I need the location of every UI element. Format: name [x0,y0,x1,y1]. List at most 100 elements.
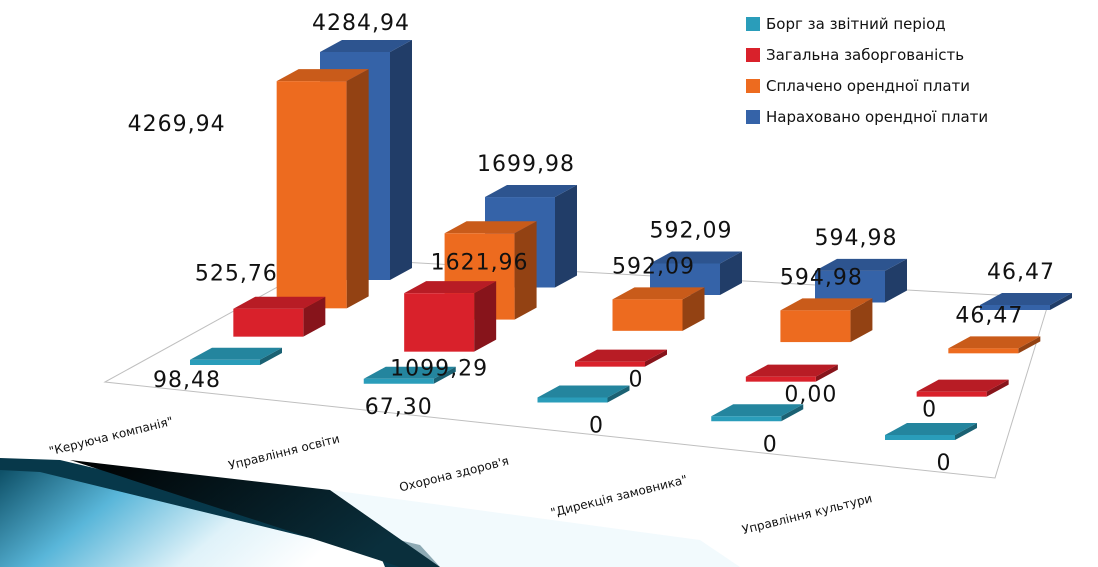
bar-side-face [260,347,282,365]
data-label-layer: 4284,94 1699,98 592,09 594,98 46,47 4269,94 16… [128,11,1055,476]
bar-top-face [537,385,630,398]
bar-борг-за-звітний-період-2 [363,366,456,384]
data-label-сплачено-орендної-плати-3: 592,09 [612,254,695,279]
bar-top-face [745,364,838,377]
legend-item-загальна-заборгованість: Загальна заборгованість [746,39,1091,70]
legend-swatch [746,78,760,93]
bar-top-face [320,40,412,52]
data-label-нараховано-орендної-плати-1: 4284,94 [312,11,410,36]
bar-front-face [404,293,475,352]
category-label-5: Управління культури [741,491,874,537]
legend-swatch [746,109,760,124]
bar-top-face [276,69,369,82]
bar-side-face [555,185,577,288]
bar-top-face [711,404,804,417]
bar-front-face [233,308,304,337]
category-label-2: Управління освіти [227,432,341,473]
bar-top-face [948,336,1041,349]
bar-front-face [780,310,851,343]
bar-сплачено-орендної-плати-3 [612,287,705,331]
bar-side-face [955,423,977,440]
data-label-сплачено-орендної-плати-2: 1621,96 [431,250,529,275]
bar-side-face [645,349,667,367]
bar-top-face [612,287,705,300]
bar-top-face [485,185,577,198]
bar-top-face [363,366,456,379]
bar-нараховано-орендної-плати-5 [980,293,1072,310]
bar-борг-за-звітний-період-5 [885,423,977,440]
data-label-загальна-заборгованість-3: 0 [629,368,644,393]
data-label-борг-за-звітний-період-5: 0 [937,451,952,476]
bar-top-face [190,347,282,360]
chart-floor [103,257,1051,479]
bar-борг-за-звітний-період-4 [711,404,804,422]
bar-side-face [986,379,1009,397]
bar-side-face [433,366,456,384]
bar-top-face [650,251,742,264]
bar-side-face [720,251,742,295]
bar-layer [190,40,1072,440]
legend: Борг за звітний період Загальна заборгова… [746,8,1091,132]
bar-side-face [390,40,412,280]
bar-front-face [948,348,1019,354]
data-label-загальна-заборгованість-5: 0 [922,398,937,423]
bar-top-face [404,281,497,294]
bar-side-face [303,296,326,337]
bar-front-face [815,270,885,303]
data-label-нараховано-орендної-плати-3: 592,09 [650,218,733,243]
category-label-1: "Керуюча компанія" [48,414,175,458]
bar-side-face [346,69,369,309]
legend-swatch [746,16,760,31]
legend-label: Загальна заборгованість [766,45,965,64]
legend-item-сплачено-орендної-плати: Сплачено орендної плати [746,70,1091,101]
bar-side-face [682,287,705,331]
bar-front-face [980,305,1050,310]
bar-загальна-заборгованість-2 [404,281,497,352]
data-label-сплачено-орендної-плати-5: 46,47 [955,303,1023,328]
data-label-сплачено-орендної-плати-1: 4269,94 [128,112,226,137]
data-label-борг-за-звітний-період-1: 98,48 [153,368,221,393]
bar-side-face [1018,336,1041,354]
bar-борг-за-звітний-період-1 [190,347,282,365]
bar-top-face [444,221,537,234]
bar-front-face [745,376,816,382]
bar-front-face [276,81,347,309]
bar-front-face [537,397,608,403]
bar-front-face [916,391,987,397]
bar-борг-за-звітний-період-3 [537,385,630,403]
bar-front-face [711,416,782,422]
bar-сплачено-орендної-плати-4 [780,298,873,343]
bar-нараховано-орендної-плати-4 [815,258,907,303]
data-label-сплачено-орендної-плати-4: 594,98 [780,265,863,290]
bar-side-face [885,258,907,303]
bar-side-face [850,298,873,343]
bar-сплачено-орендної-плати-5 [948,336,1041,354]
bar-top-face [815,258,907,271]
legend-label: Нараховано орендної плати [766,107,989,126]
bar-side-face [514,221,537,320]
data-label-нараховано-орендної-плати-5: 46,47 [987,260,1055,285]
data-label-загальна-заборгованість-2: 1099,29 [390,357,488,382]
legend-swatch [746,47,760,62]
bar-загальна-заборгованість-1 [233,296,326,337]
data-label-борг-за-звітний-період-2: 67,30 [365,395,433,420]
bar-загальна-заборгованість-5 [916,379,1009,397]
data-label-нараховано-орендної-плати-4: 594,98 [815,226,898,251]
floor-outline [103,257,1051,479]
bar-top-face [885,423,977,435]
data-label-борг-за-звітний-період-4: 0 [763,432,778,457]
decorative-arrow [0,458,740,567]
bar-front-face [363,378,434,384]
data-label-нараховано-орендної-плати-2: 1699,98 [477,152,575,177]
bar-сплачено-орендної-плати-1 [276,69,369,309]
legend-item-борг-за-звітний-період: Борг за звітний період [746,8,1091,39]
data-label-борг-за-звітний-період-3: 0 [589,414,604,439]
bar-top-face [780,298,873,311]
bar-top-face [575,349,667,362]
category-label-3: Охорона здоров'я [398,454,510,495]
bar-front-face [575,361,645,367]
bar-загальна-заборгованість-3 [575,349,667,367]
bar-top-face [916,379,1009,392]
bar-top-face [980,293,1072,305]
